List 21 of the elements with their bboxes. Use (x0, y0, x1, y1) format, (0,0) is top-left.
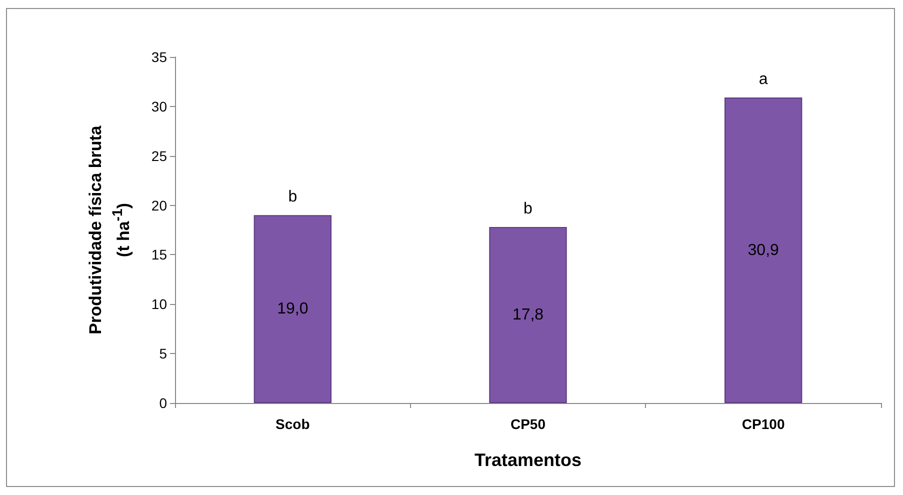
annotation: b (524, 200, 533, 218)
annotation: a (758, 71, 768, 88)
data-label: 17,8 (512, 306, 544, 324)
bar (724, 98, 802, 403)
annotation: b (288, 188, 298, 206)
bar (489, 227, 567, 403)
data-label: 19,0 (277, 300, 308, 318)
x-tick-label: CP50 (510, 416, 546, 432)
y-tick-label: 20 (151, 197, 168, 214)
x-tick-label: Scob (276, 416, 310, 432)
y-tick-label: 35 (151, 49, 168, 65)
y-tick-label: 30 (151, 98, 168, 114)
y-tick-label: 0 (159, 395, 168, 411)
y-tick-label: 10 (151, 296, 168, 312)
data-label: 30,9 (748, 242, 780, 259)
y-tick-label: 5 (159, 346, 168, 362)
y-tick-label: 25 (151, 148, 168, 164)
y-tick-label: 15 (151, 246, 168, 263)
x-axis-title: Tratamentos (474, 450, 582, 470)
bar (254, 215, 332, 403)
x-tick-label: CP100 (742, 416, 785, 432)
